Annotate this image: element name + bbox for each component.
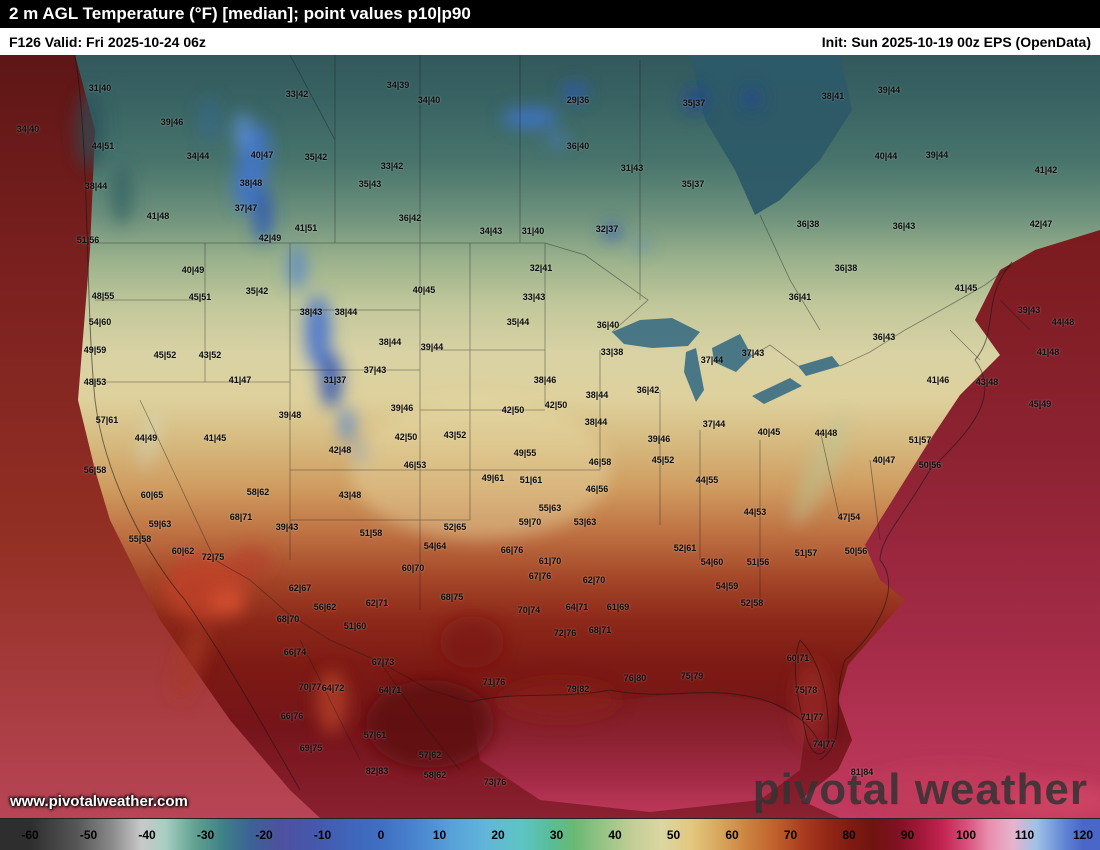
colorbar-tick-label: -60 <box>21 827 39 842</box>
coastlines <box>74 55 1013 791</box>
colorbar-tick-label: 80 <box>842 827 856 842</box>
colorbar-tick-label: 50 <box>666 827 681 842</box>
warm-air-patches <box>163 400 1100 818</box>
colorbar-tick-label: 60 <box>725 827 739 842</box>
info-bar: F126 Valid: Fri 2025-10-24 06z Init: Sun… <box>0 28 1100 55</box>
state-borders <box>88 55 1031 771</box>
colorbar-tick-label: -10 <box>313 827 332 842</box>
cold-air-patches <box>76 83 761 470</box>
map-canvas[interactable] <box>0 55 1100 818</box>
colorbar-tick-label: -40 <box>138 827 156 842</box>
ocean-pacific <box>0 55 320 818</box>
colorbar-tick-label: -30 <box>196 827 215 842</box>
colorbar-tick-label: 70 <box>783 827 798 842</box>
pivotalweather-logo: pivotal weather <box>752 765 1088 814</box>
colorbar-tick-label: 20 <box>491 827 505 842</box>
watermark-url[interactable]: www.pivotalweather.com <box>10 793 188 810</box>
init-time-label: Init: Sun 2025-10-19 00z EPS (OpenData) <box>821 33 1091 50</box>
colorbar-tick-label: -50 <box>79 827 98 842</box>
title-bar: 2 m AGL Temperature (°F) [median]; point… <box>0 0 1100 28</box>
colorbar-tick-label: 40 <box>608 827 622 842</box>
temperature-colorbar: -60 -50 -40 -30 -20 -10 0 10 20 30 40 50 60 70 80 90 100… <box>0 818 1100 850</box>
hudson-bay <box>690 55 852 215</box>
colorbar-tick-labels: -60 -50 -40 -30 -20 -10 0 10 20 30 40 50 60 70 80 90 100… <box>0 819 1100 850</box>
colorbar-tick-label: 100 <box>955 827 977 842</box>
ocean-atlantic-gulf <box>470 230 1100 818</box>
map-graphic <box>0 55 1100 818</box>
colorbar-tick-label: 120 <box>1072 827 1094 842</box>
colorbar-tick-label: -20 <box>255 827 273 842</box>
colorbar-tick-label: 10 <box>432 827 447 842</box>
colorbar-tick-label: 90 <box>900 827 915 842</box>
colorbar-tick-label: 30 <box>549 827 564 842</box>
great-lakes <box>612 318 840 404</box>
valid-time-label: F126 Valid: Fri 2025-10-24 06z <box>9 33 206 50</box>
colorbar-gradient <box>0 819 1100 850</box>
colorbar-tick-label: 110 <box>1014 827 1035 842</box>
page-title: 2 m AGL Temperature (°F) [median]; point… <box>9 4 471 23</box>
colorbar-tick-label: 0 <box>377 827 385 842</box>
